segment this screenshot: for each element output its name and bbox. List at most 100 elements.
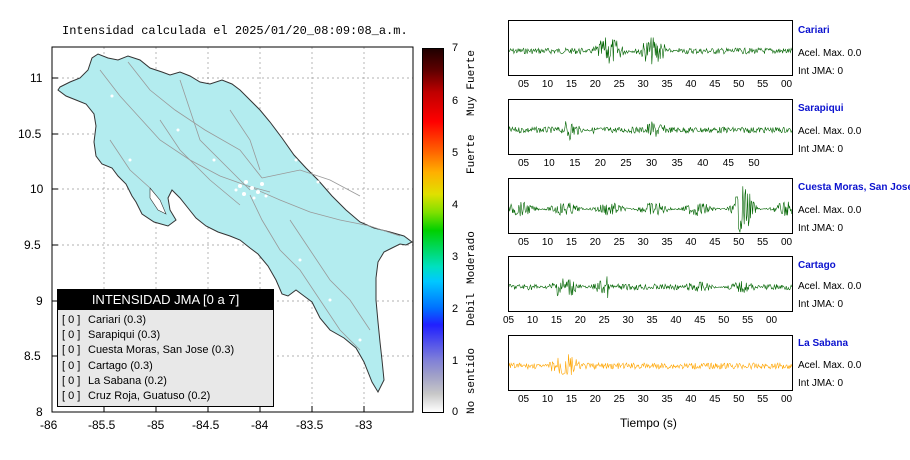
lon-tick: -83 [355, 418, 373, 432]
legend-item: [ 0 ] Cruz Roja, Guatuso (0.2) [58, 389, 273, 404]
station-acel: Acel. Max. 0.0 [798, 205, 862, 216]
colorbar-tick: 3 [452, 251, 459, 263]
time-tick: 05 [518, 237, 530, 248]
station-acel: Acel. Max. 0.0 [798, 126, 862, 137]
time-tick: 00 [781, 394, 793, 405]
legend-item: [ 0 ] Cartago (0.3) [58, 359, 273, 374]
waveform-line [509, 186, 792, 233]
time-tick: 35 [661, 237, 673, 248]
legend-level: [ 0 ] [62, 359, 81, 372]
colorbar-word: Muy Fuerte [466, 49, 478, 116]
time-tick: 10 [541, 79, 554, 90]
road-network [99, 61, 401, 351]
time-tick: 45 [709, 79, 721, 90]
time-tick: 10 [526, 315, 539, 326]
time-tick: 15 [569, 158, 581, 169]
time-tick: 35 [646, 315, 658, 326]
time-tick: 30 [646, 158, 658, 169]
time-tick: 40 [670, 315, 682, 326]
lat-tick: 11 [30, 71, 43, 85]
colorbar-tick: 4 [452, 199, 459, 211]
legend-level: [ 0 ] [62, 329, 81, 342]
waveform-panel [508, 256, 793, 312]
colorbar-tick: 0 [452, 406, 459, 418]
intensity-legend: INTENSIDAD JMA [0 a 7] [ 0 ] Cariari (0.3… [57, 289, 274, 407]
time-tick: 45 [722, 158, 734, 169]
intensity-colorbar [422, 48, 444, 413]
station-int: Int JMA: 0 [798, 299, 844, 310]
waveform-panel [508, 335, 793, 391]
time-tick: 05 [503, 315, 515, 326]
legend-label: La Sabana (0.2) [88, 374, 167, 387]
time-tick: 50 [733, 237, 745, 248]
time-axis-label: Tiempo (s) [620, 416, 677, 430]
lon-tick: -85.5 [88, 418, 116, 432]
legend-level: [ 0 ] [62, 314, 81, 326]
time-tick: 25 [613, 394, 625, 405]
waveform-panel [508, 99, 793, 155]
waveform-trace [509, 37, 792, 65]
time-tick: 05 [518, 79, 530, 90]
colorbar-word: Debil [466, 292, 478, 326]
time-tick: 10 [543, 158, 555, 169]
colorbar-tick: 5 [452, 147, 459, 159]
colorbar-tick: 2 [452, 303, 459, 315]
waveform-panel [508, 20, 793, 76]
legend-label: Cruz Roja, Guatuso (0.2) [88, 389, 211, 402]
colorbar-tick: 6 [452, 95, 459, 107]
legend-item: [ 0 ] Cuesta Moras, San Jose (0.3) [58, 343, 273, 358]
lat-tick: 8 [36, 405, 43, 419]
lat-tick: 9 [36, 294, 43, 308]
legend-item: [ 0 ] La Sabana (0.2) [58, 374, 273, 389]
station-acel: Acel. Max. 0.0 [798, 48, 862, 59]
time-tick: 40 [685, 394, 697, 405]
legend-label: Sarapiqui (0.3) [88, 329, 161, 342]
time-tick: 30 [637, 79, 649, 90]
time-tick: 15 [565, 79, 577, 90]
time-tick: 50 [733, 79, 745, 90]
legend-item: [ 0 ] Cariari (0.3) [58, 313, 273, 328]
time-tick: 00 [781, 237, 793, 248]
map-title: Intensidad calculada el 2025/01/20_08:09… [62, 24, 408, 38]
time-tick: 20 [574, 315, 586, 326]
lon-tick: -85 [147, 418, 165, 432]
time-tick: 45 [709, 394, 721, 405]
station-name: Cartago [798, 260, 836, 271]
waveform-panel [508, 178, 793, 234]
colorbar-word: Fuerte [466, 134, 478, 174]
station-acel: Acel. Max. 0.0 [798, 360, 862, 371]
time-tick: 20 [594, 158, 606, 169]
waveform-trace [509, 121, 792, 141]
colorbar-tick: 1 [452, 355, 459, 367]
time-tick: 40 [697, 158, 709, 169]
time-tick: 55 [757, 237, 769, 248]
time-tick: 55 [742, 315, 754, 326]
colorbar-word: No sentido [466, 347, 478, 414]
time-tick: 05 [518, 394, 530, 405]
waveform-trace [509, 186, 792, 233]
time-tick: 15 [550, 315, 562, 326]
time-tick: 35 [671, 158, 683, 169]
time-tick: 55 [757, 394, 769, 405]
legend-level: [ 0 ] [62, 344, 81, 357]
station-name: Cuesta Moras, San Jose [798, 182, 910, 193]
time-tick: 35 [661, 394, 673, 405]
time-tick: 50 [718, 315, 730, 326]
station-name: La Sabana [798, 338, 849, 349]
time-tick: 50 [748, 158, 760, 169]
time-tick: 30 [637, 237, 649, 248]
legend-label: Cuesta Moras, San Jose (0.3) [88, 344, 235, 357]
colorbar-tick: 7 [452, 42, 459, 54]
time-tick: 35 [661, 79, 673, 90]
time-tick: 30 [637, 394, 649, 405]
time-tick: 00 [781, 79, 793, 90]
costa-rica-land [57, 53, 413, 394]
station-int: Int JMA: 0 [798, 66, 844, 77]
time-tick: 30 [622, 315, 634, 326]
waveform-line [509, 121, 792, 141]
time-tick: 25 [613, 237, 625, 248]
lon-tick: -83.5 [296, 418, 324, 432]
town-markers [110, 94, 362, 342]
time-tick: 20 [589, 79, 601, 90]
time-tick: 20 [589, 394, 601, 405]
